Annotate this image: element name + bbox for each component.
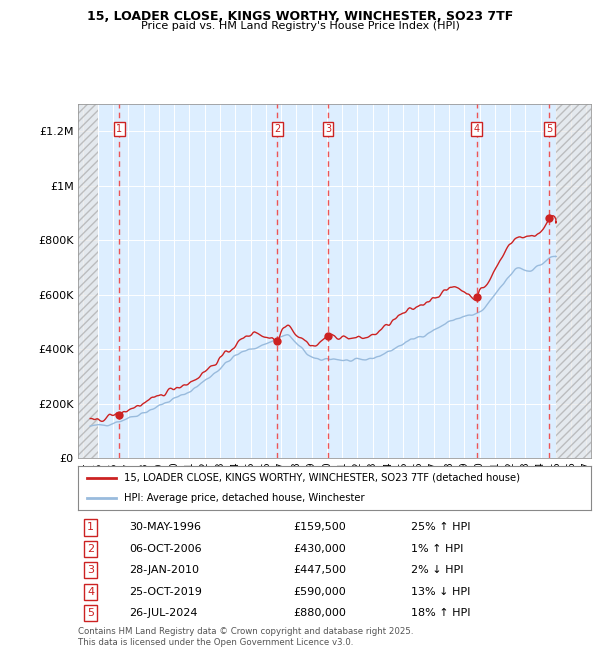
Text: Contains HM Land Registry data © Crown copyright and database right 2025.
This d: Contains HM Land Registry data © Crown c… [78,627,413,647]
Text: 28-JAN-2010: 28-JAN-2010 [130,566,199,575]
Text: 5: 5 [546,124,553,134]
Text: 25% ↑ HPI: 25% ↑ HPI [412,523,471,532]
Text: 1% ↑ HPI: 1% ↑ HPI [412,544,464,554]
Bar [78,104,98,458]
Text: 4: 4 [473,124,480,134]
Text: Price paid vs. HM Land Registry's House Price Index (HPI): Price paid vs. HM Land Registry's House … [140,21,460,31]
Text: 3: 3 [88,566,94,575]
Text: 26-JUL-2024: 26-JUL-2024 [130,608,198,618]
Text: 2: 2 [274,124,281,134]
Bar [556,104,591,458]
Text: 1: 1 [88,523,94,532]
Text: 3: 3 [325,124,331,134]
Text: HPI: Average price, detached house, Winchester: HPI: Average price, detached house, Winc… [124,493,365,503]
Text: 2: 2 [87,544,94,554]
Text: 06-OCT-2006: 06-OCT-2006 [130,544,202,554]
Text: 4: 4 [87,587,94,597]
Text: 15, LOADER CLOSE, KINGS WORTHY, WINCHESTER, SO23 7TF: 15, LOADER CLOSE, KINGS WORTHY, WINCHEST… [87,10,513,23]
Text: 25-OCT-2019: 25-OCT-2019 [130,587,202,597]
Text: £447,500: £447,500 [293,566,346,575]
Text: 30-MAY-1996: 30-MAY-1996 [130,523,202,532]
Text: 5: 5 [88,608,94,618]
Text: £880,000: £880,000 [293,608,346,618]
Text: 2% ↓ HPI: 2% ↓ HPI [412,566,464,575]
Text: 18% ↑ HPI: 18% ↑ HPI [412,608,471,618]
Text: £159,500: £159,500 [293,523,346,532]
Text: 13% ↓ HPI: 13% ↓ HPI [412,587,471,597]
Text: 15, LOADER CLOSE, KINGS WORTHY, WINCHESTER, SO23 7TF (detached house): 15, LOADER CLOSE, KINGS WORTHY, WINCHEST… [124,473,520,483]
Text: £590,000: £590,000 [293,587,346,597]
Text: £430,000: £430,000 [293,544,346,554]
Text: 1: 1 [116,124,122,134]
